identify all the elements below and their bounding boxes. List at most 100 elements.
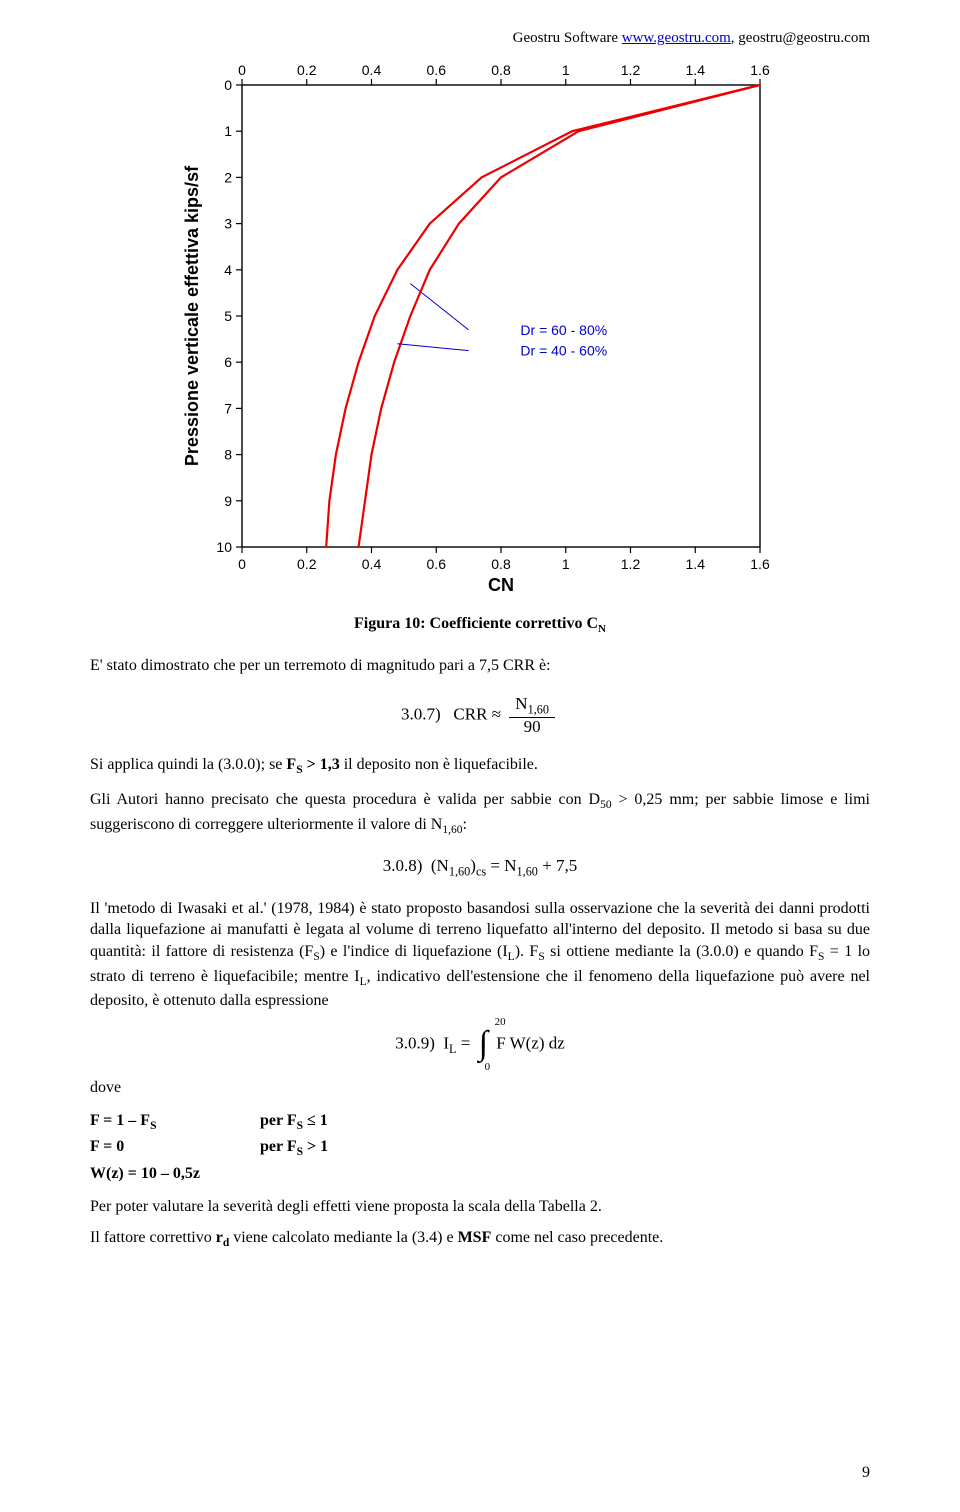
eq1-label: 3.0.7): [401, 704, 441, 723]
svg-text:0: 0: [238, 62, 246, 78]
svg-text:4: 4: [224, 262, 232, 278]
eq3-body: F W(z) dz: [496, 1033, 565, 1052]
eq1-frac: N1,60 90: [509, 695, 555, 737]
svg-text:Pressione verticale effettiva: Pressione verticale effettiva kips/sf: [182, 165, 202, 466]
eq3-label: 3.0.9): [395, 1033, 435, 1052]
p6-a: Il fattore correttivo: [90, 1229, 216, 1246]
svg-text:8: 8: [224, 447, 232, 463]
page-number: 9: [862, 1464, 870, 1482]
svg-text:1: 1: [562, 62, 570, 78]
svg-text:0.4: 0.4: [362, 62, 382, 78]
p4-c: ). F: [515, 943, 539, 960]
header-prefix: Geostru Software: [513, 30, 622, 46]
svg-text:1.6: 1.6: [750, 62, 770, 78]
svg-text:0.6: 0.6: [427, 556, 447, 572]
p4-d: si ottiene mediante la (3.0.0) e quando …: [545, 943, 818, 960]
integral-sign: ∫: [479, 1025, 488, 1062]
eq3-eq: =: [457, 1033, 475, 1052]
svg-text:0.8: 0.8: [491, 556, 511, 572]
eq2-sub1: 1,60: [449, 865, 470, 879]
p2-c: > 1,3: [303, 756, 340, 773]
p3-c: :: [462, 816, 466, 833]
eq2-a: (N: [431, 856, 449, 875]
para-1: E' stato dimostrato che per un terremoto…: [90, 655, 870, 677]
def-rhs: per FS ≤ 1: [260, 1109, 328, 1135]
svg-text:0: 0: [224, 77, 232, 93]
svg-text:5: 5: [224, 308, 232, 324]
eq2-d: + 7,5: [538, 856, 577, 875]
p4-b-sub: L: [508, 951, 515, 963]
equation-1: 3.0.7) CRR ≈ N1,60 90: [90, 695, 870, 737]
svg-text:CN: CN: [488, 575, 514, 595]
def-row: W(z) = 10 – 0,5z: [90, 1162, 870, 1186]
p6-e: come nel caso precedente.: [491, 1229, 663, 1246]
svg-text:1: 1: [562, 556, 570, 572]
p2-a: Si applica quindi la (3.0.0); se: [90, 756, 286, 773]
para-4: Il 'metodo di Iwasaki et al.' (1978, 198…: [90, 898, 870, 1012]
svg-text:0.2: 0.2: [297, 62, 317, 78]
svg-text:2: 2: [224, 169, 232, 185]
def-lhs: W(z) = 10 – 0,5z: [90, 1162, 260, 1186]
para-6: Il fattore correttivo rd viene calcolato…: [90, 1227, 870, 1252]
svg-text:6: 6: [224, 354, 232, 370]
svg-text:0.8: 0.8: [491, 62, 511, 78]
para-5: Per poter valutare la severità degli eff…: [90, 1196, 870, 1218]
header-suffix: , geostru@geostru.com: [731, 30, 870, 46]
eq1-lhs: CRR ≈: [453, 704, 501, 723]
p4-e-sub: L: [360, 976, 367, 988]
svg-text:1.2: 1.2: [621, 556, 641, 572]
para-3: Gli Autori hanno precisato che questa pr…: [90, 789, 870, 838]
eq2-sub3: 1,60: [517, 865, 538, 879]
svg-text:1.4: 1.4: [686, 62, 706, 78]
equation-2: 3.0.8) (N1,60)cs = N1,60 + 7,5: [90, 856, 870, 879]
definitions-block: F = 1 – FSper FS ≤ 1F = 0per FS > 1W(z) …: [90, 1109, 870, 1186]
svg-text:9: 9: [224, 493, 232, 509]
chart-container: 0 0.2 0.4 0.6 0.8 1 1.2 1.4 1.6 0 0.2 0.4 0.6 0.8 1 1.2…: [90, 57, 870, 597]
eq3-lo: 0: [485, 1061, 491, 1073]
svg-text:1: 1: [224, 123, 232, 139]
svg-text:0.6: 0.6: [427, 62, 447, 78]
svg-text:1.4: 1.4: [686, 556, 706, 572]
p3-b-sub: 1,60: [442, 824, 462, 836]
caption-sub: N: [598, 623, 606, 635]
p6-d: MSF: [458, 1229, 492, 1246]
svg-text:Dr = 60 - 80%: Dr = 60 - 80%: [520, 322, 607, 338]
eq2-sub2: cs: [476, 865, 486, 879]
figure-caption: Figura 10: Coefficiente correttivo CN: [90, 615, 870, 635]
caption-text: Figura 10: Coefficiente correttivo C: [354, 615, 598, 632]
eq1-den: 90: [509, 718, 555, 737]
p2-d: il deposito non è liquefacibile.: [340, 756, 538, 773]
cn-chart: 0 0.2 0.4 0.6 0.8 1 1.2 1.4 1.6 0 0.2 0.4 0.6 0.8 1 1.2…: [180, 57, 780, 597]
header-link[interactable]: www.geostru.com: [622, 30, 731, 46]
def-rhs: per FS > 1: [260, 1135, 328, 1161]
def-row: F = 0per FS > 1: [90, 1135, 870, 1161]
eq1-num: N: [515, 694, 527, 713]
equation-3: 3.0.9) IL = 20 ∫ 0 F W(z) dz: [90, 1030, 870, 1059]
p6-b: r: [216, 1229, 223, 1246]
p6-c: viene calcolato mediante la (3.4) e: [229, 1229, 457, 1246]
p3-a: Gli Autori hanno precisato che questa pr…: [90, 791, 600, 808]
def-lhs: F = 0: [90, 1135, 260, 1161]
eq1-num-sub: 1,60: [528, 702, 549, 716]
def-lhs: F = 1 – FS: [90, 1109, 260, 1135]
p4-b: ) e l'indice di liquefazione (I: [320, 943, 508, 960]
page-container: Geostru Software www.geostru.com, geostr…: [0, 0, 960, 1512]
svg-text:0.4: 0.4: [362, 556, 382, 572]
eq3-lhs-sub: L: [449, 1042, 456, 1056]
svg-text:7: 7: [224, 400, 232, 416]
header-line: Geostru Software www.geostru.com, geostr…: [90, 30, 870, 47]
svg-text:3: 3: [224, 216, 232, 232]
para-2: Si applica quindi la (3.0.0); se FS > 1,…: [90, 754, 870, 779]
svg-text:1.2: 1.2: [621, 62, 641, 78]
eq3-hi: 20: [495, 1016, 506, 1028]
dove: dove: [90, 1077, 870, 1099]
svg-text:0: 0: [238, 556, 246, 572]
svg-text:0.2: 0.2: [297, 556, 317, 572]
eq2-c: = N: [486, 856, 516, 875]
svg-text:10: 10: [216, 539, 232, 555]
svg-text:Dr = 40 - 60%: Dr = 40 - 60%: [520, 343, 607, 359]
def-row: F = 1 – FSper FS ≤ 1: [90, 1109, 870, 1135]
p3-a-sub: 50: [600, 799, 612, 811]
p2-b: F: [286, 756, 296, 773]
eq2-label: 3.0.8): [383, 856, 423, 875]
